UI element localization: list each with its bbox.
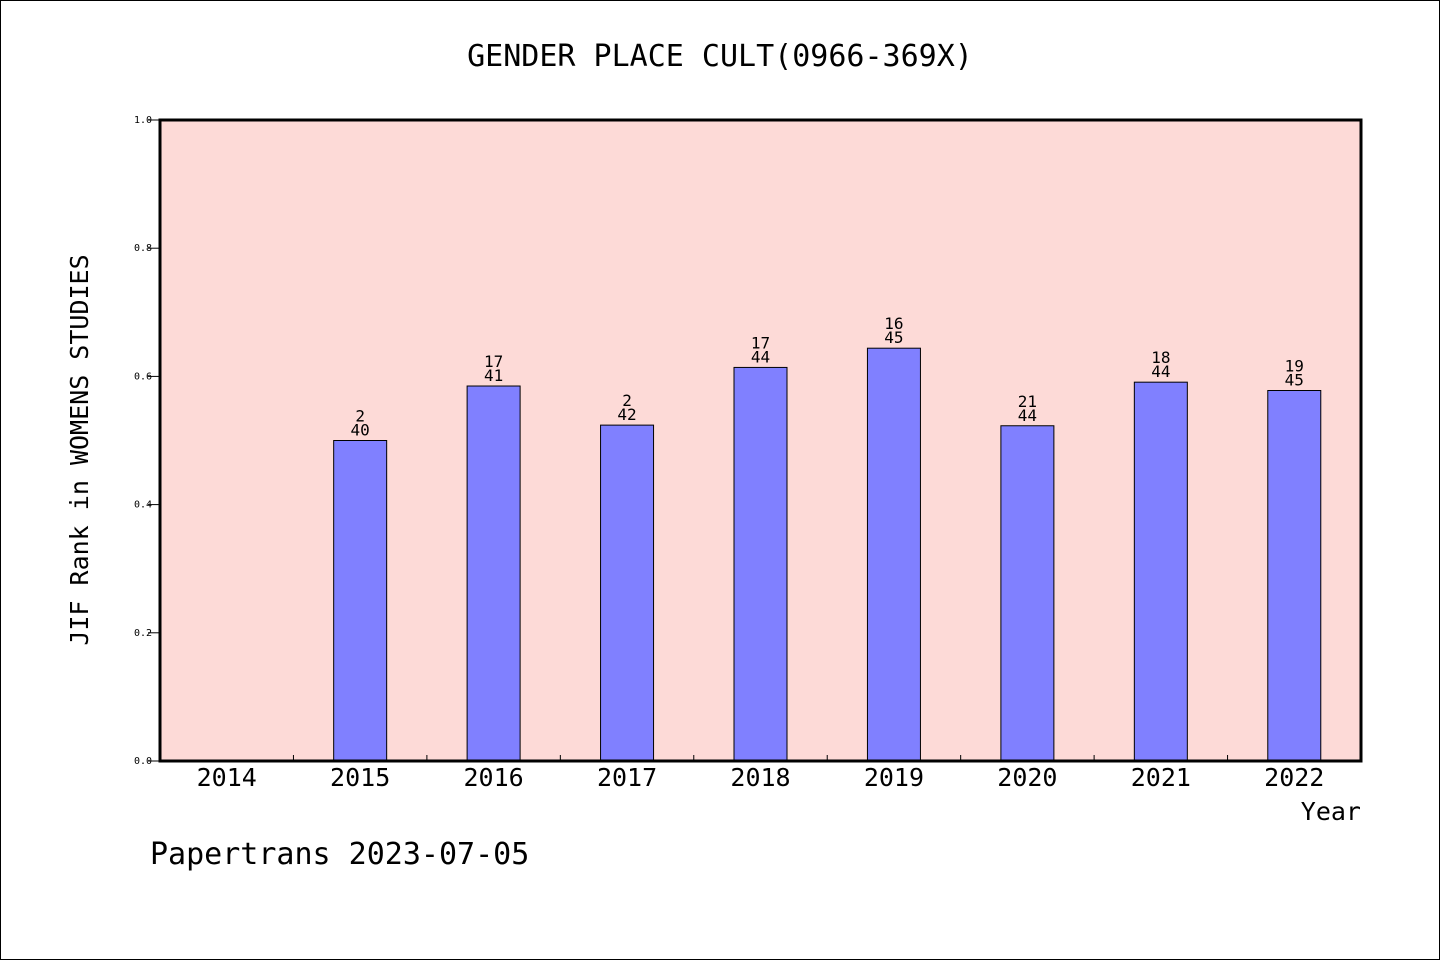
plot-border [158,118,1363,763]
bar-label-rank-2022: 19 [1285,357,1304,376]
x-tick-label-2020: 2020 [997,763,1057,792]
y-tick-label-0.2: 0.2 [134,628,152,639]
x-axis: 2014 2015 2016 2017 2018 2019 2020 2021 2022 [197,755,1324,792]
bars-group [333,347,1322,762]
bar-2016 [466,385,521,762]
bar-label-total-2015: 40 [351,421,370,440]
bar-label-total-2020: 44 [1018,406,1037,425]
x-tick-label-2019: 2019 [864,763,924,792]
x-tick-label-2022: 2022 [1264,763,1324,792]
bar-label-total-2017: 42 [617,405,636,424]
y-tick-label-0.8: 0.8 [134,243,152,254]
y-tick-label-0.0: 0.0 [134,756,152,767]
y-tick-label-1.0: 1.0 [134,115,152,126]
bar-2019 [866,347,921,762]
bar-label-total-2021: 44 [1151,362,1170,381]
x-tick-label-2021: 2021 [1131,763,1191,792]
y-axis: 0.0 0.2 0.4 0.6 0.8 1.0 [134,115,160,767]
chart-title: GENDER PLACE CULT(0966-369X) [467,39,973,74]
bar-label-rank-2020: 21 [1018,392,1037,411]
x-tick-label-2017: 2017 [597,763,657,792]
y-tick-label-0.6: 0.6 [134,371,152,382]
x-tick-label-2014: 2014 [197,763,257,792]
bar-label-rank-2019: 16 [884,314,903,333]
bar-2015 [333,440,388,762]
x-tick-label-2016: 2016 [464,763,524,792]
bar-label-total-2016: 41 [484,366,503,385]
bar-2018 [733,366,788,762]
bar-label-rank-2021: 18 [1151,348,1170,367]
bar-label-rank-2018: 17 [751,333,770,352]
bar-label-rank-2016: 17 [484,352,503,371]
x-tick-label-2015: 2015 [330,763,390,792]
x-tick-label-2018: 2018 [730,763,790,792]
bar-2017 [600,424,655,762]
bar-label-total-2018: 44 [751,347,770,366]
footer-text: Papertrans 2023-07-05 [150,837,529,872]
bar-label-rank-2017: 2 [622,391,632,410]
y-tick-label-0.4: 0.4 [134,500,152,511]
bar-label-total-2022: 45 [1285,371,1304,390]
x-axis-label: Year [1301,797,1361,826]
y-axis-label: JIF Rank in WOMENS STUDIES [65,254,94,645]
bar-2020 [1000,425,1055,762]
bar-label-rank-2015: 2 [355,407,365,426]
bar-2021 [1133,381,1188,762]
bar-2022 [1267,390,1322,762]
bar-label-total-2019: 45 [884,328,903,347]
